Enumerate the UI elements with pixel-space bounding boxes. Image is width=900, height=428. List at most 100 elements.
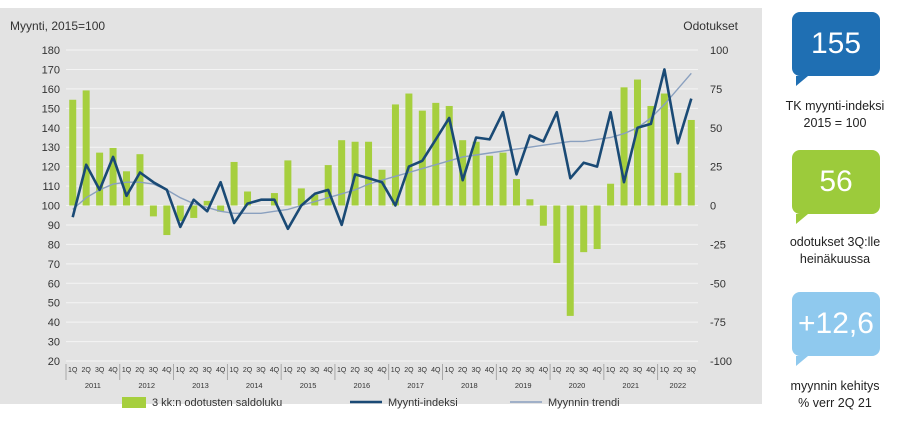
expectation-bar bbox=[82, 90, 90, 206]
right-tick-label: -75 bbox=[710, 317, 726, 329]
kpi-sales-growth-box: +12,6 bbox=[792, 292, 880, 356]
left-tick-label: 90 bbox=[48, 220, 60, 232]
year-tick-label: 2013 bbox=[192, 381, 209, 390]
left-tick-label: 160 bbox=[42, 84, 60, 96]
left-tick-label: 80 bbox=[48, 239, 60, 251]
quarter-tick-label: 4Q bbox=[324, 367, 334, 374]
expectation-bar bbox=[566, 205, 574, 316]
quarter-tick-label: 4Q bbox=[216, 367, 226, 374]
expectation-bar bbox=[163, 205, 171, 236]
expectation-bar bbox=[418, 110, 426, 206]
expectation-bar bbox=[190, 205, 198, 218]
quarter-tick-label: 1Q bbox=[498, 367, 508, 374]
quarter-tick-label: 2Q bbox=[189, 367, 199, 374]
kpi-sales-index-box: 155 bbox=[792, 12, 880, 76]
left-tick-label: 70 bbox=[48, 259, 60, 271]
quarter-tick-label: 2Q bbox=[566, 367, 576, 374]
kpi-sales-growth-label: myynnin kehitys % verr 2Q 21 bbox=[770, 378, 900, 412]
year-tick-label: 2016 bbox=[353, 381, 370, 390]
kpi-expectations-tail bbox=[796, 214, 808, 224]
expectation-bar bbox=[284, 160, 292, 206]
quarter-tick-label: 3Q bbox=[310, 367, 320, 374]
expectation-bar bbox=[217, 205, 225, 212]
quarter-tick-label: 1Q bbox=[337, 367, 347, 374]
year-tick-label: 2020 bbox=[569, 381, 586, 390]
left-tick-label: 120 bbox=[42, 162, 60, 174]
right-tick-label: 50 bbox=[710, 123, 722, 135]
expectation-bar bbox=[96, 152, 104, 206]
quarter-tick-label: 1Q bbox=[68, 367, 78, 374]
quarter-tick-label: 3Q bbox=[579, 367, 589, 374]
quarter-tick-label: 1Q bbox=[229, 367, 239, 374]
quarter-tick-label: 3Q bbox=[633, 367, 643, 374]
expectation-bar bbox=[593, 205, 601, 250]
quarter-tick-label: 1Q bbox=[283, 367, 293, 374]
left-tick-label: 60 bbox=[48, 278, 60, 290]
expectation-bar bbox=[674, 172, 682, 206]
expectation-bar bbox=[539, 205, 547, 226]
left-tick-label: 150 bbox=[42, 103, 60, 115]
quarter-tick-label: 1Q bbox=[445, 367, 455, 374]
expectation-bar bbox=[647, 105, 655, 206]
quarter-tick-label: 3Q bbox=[418, 367, 428, 374]
legend-trend-label: Myynnin trendi bbox=[548, 397, 620, 409]
left-tick-label: 40 bbox=[48, 317, 60, 329]
quarter-tick-label: 2Q bbox=[619, 367, 629, 374]
expectation-bar bbox=[432, 102, 440, 206]
right-tick-label: 0 bbox=[710, 201, 716, 213]
year-tick-label: 2014 bbox=[246, 381, 263, 390]
expectation-bar bbox=[149, 205, 157, 217]
expectation-bar bbox=[472, 141, 480, 206]
quarter-tick-label: 1Q bbox=[122, 367, 132, 374]
quarter-tick-label: 1Q bbox=[391, 367, 401, 374]
quarter-tick-label: 4Q bbox=[592, 367, 602, 374]
quarter-tick-label: 3Q bbox=[95, 367, 105, 374]
quarter-tick-label: 3Q bbox=[471, 367, 481, 374]
legend-bar-label: 3 kk:n odotusten saldoluku bbox=[152, 397, 282, 409]
expectation-bar bbox=[660, 93, 668, 206]
quarter-tick-label: 1Q bbox=[552, 367, 562, 374]
chart-panel: 180 170 160 150 140 130 120 110 100 90 80 70 60 50 40 3… bbox=[0, 8, 762, 409]
year-tick-label: 2012 bbox=[138, 381, 155, 390]
kpi-sales-index-tail bbox=[796, 76, 808, 86]
expectation-bar bbox=[580, 205, 588, 253]
kpi-expectations-value: 56 bbox=[819, 165, 853, 198]
expectation-bar bbox=[620, 87, 628, 206]
quarter-tick-label: 2Q bbox=[350, 367, 360, 374]
kpi-sales-growth-label-line1: myynnin kehitys bbox=[790, 379, 880, 393]
kpi-sales-index-label-line2: 2015 = 100 bbox=[803, 116, 867, 130]
quarter-tick-label: 4Q bbox=[539, 367, 549, 374]
expectation-bar bbox=[633, 79, 641, 206]
year-tick-label: 2017 bbox=[407, 381, 424, 390]
quarter-tick-label: 1Q bbox=[660, 367, 670, 374]
right-tick-label: -25 bbox=[710, 239, 726, 251]
quarter-tick-label: 3Q bbox=[687, 367, 697, 374]
left-tick-label: 50 bbox=[48, 298, 60, 310]
quarter-tick-label: 3Q bbox=[256, 367, 266, 374]
kpi-sales-index-label: TK myynti-indeksi 2015 = 100 bbox=[770, 98, 900, 132]
expectation-bar bbox=[512, 179, 520, 206]
quarter-tick-label: 1Q bbox=[606, 367, 616, 374]
quarter-tick-label: 2Q bbox=[512, 367, 522, 374]
expectation-bar bbox=[230, 161, 238, 206]
quarter-tick-label: 2Q bbox=[135, 367, 145, 374]
quarter-tick-label: 4Q bbox=[646, 367, 656, 374]
left-tick-label: 170 bbox=[42, 64, 60, 76]
quarter-tick-label: 4Q bbox=[162, 367, 172, 374]
quarter-tick-label: 4Q bbox=[485, 367, 495, 374]
expectation-bar bbox=[69, 99, 77, 206]
kpi-expectations-box: 56 bbox=[792, 150, 880, 214]
legend-bar-swatch bbox=[122, 397, 146, 408]
left-tick-label: 130 bbox=[42, 142, 60, 154]
legend-index-label: Myynti-indeksi bbox=[388, 397, 458, 409]
expectation-bar bbox=[324, 165, 332, 206]
sales-index-line bbox=[71, 68, 693, 231]
expectation-bar bbox=[391, 104, 399, 206]
sales-trend-line bbox=[72, 72, 692, 215]
year-tick-label: 2011 bbox=[85, 381, 101, 390]
quarter-tick-label: 4Q bbox=[108, 367, 118, 374]
quarter-tick-label: 3Q bbox=[364, 367, 374, 374]
expectation-bar bbox=[405, 93, 413, 206]
right-tick-label: 25 bbox=[710, 162, 722, 174]
kpi-sales-index-label-line1: TK myynti-indeksi bbox=[785, 99, 885, 113]
